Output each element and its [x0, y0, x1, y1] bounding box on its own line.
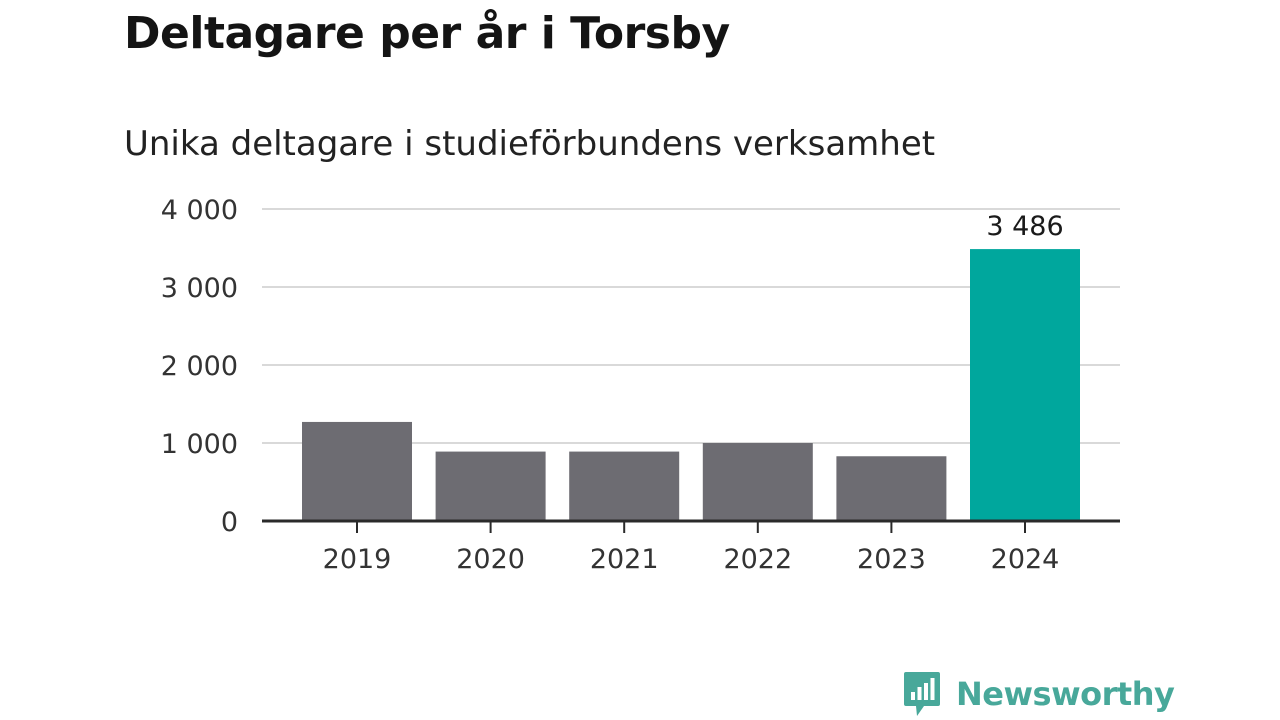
x-tick-label: 2022 [723, 544, 792, 575]
y-tick-label: 2 000 [161, 351, 238, 382]
x-tick-label: 2020 [456, 544, 525, 575]
bar [302, 421, 412, 521]
y-tick-label: 4 000 [161, 195, 238, 226]
bar [569, 451, 680, 521]
x-tick-label: 2019 [323, 544, 392, 575]
x-tick-label: 2023 [857, 544, 926, 575]
y-tick-label: 1 000 [161, 429, 238, 460]
x-tick-label: 2021 [590, 544, 659, 575]
bar [836, 456, 947, 521]
y-tick-label: 3 000 [161, 273, 238, 304]
bar [970, 249, 1080, 522]
brand-name: Newsworthy [956, 675, 1175, 713]
bar [435, 451, 546, 521]
newsworthy-brand: Newsworthy [902, 670, 1175, 718]
x-tick-label: 2024 [991, 544, 1060, 575]
newsworthy-logo-icon [904, 672, 940, 716]
chart-subtitle: Unika deltagare i studieförbundens verks… [124, 124, 936, 164]
bar [702, 443, 813, 521]
y-tick-label: 0 [221, 507, 238, 538]
chart-title: Deltagare per år i Torsby [124, 8, 730, 59]
data-label: 3 486 [986, 211, 1063, 242]
bar-chart: 0 1 000 2 000 3 000 4 000 2019 2020 2021 2022 202… [161, 195, 1120, 575]
